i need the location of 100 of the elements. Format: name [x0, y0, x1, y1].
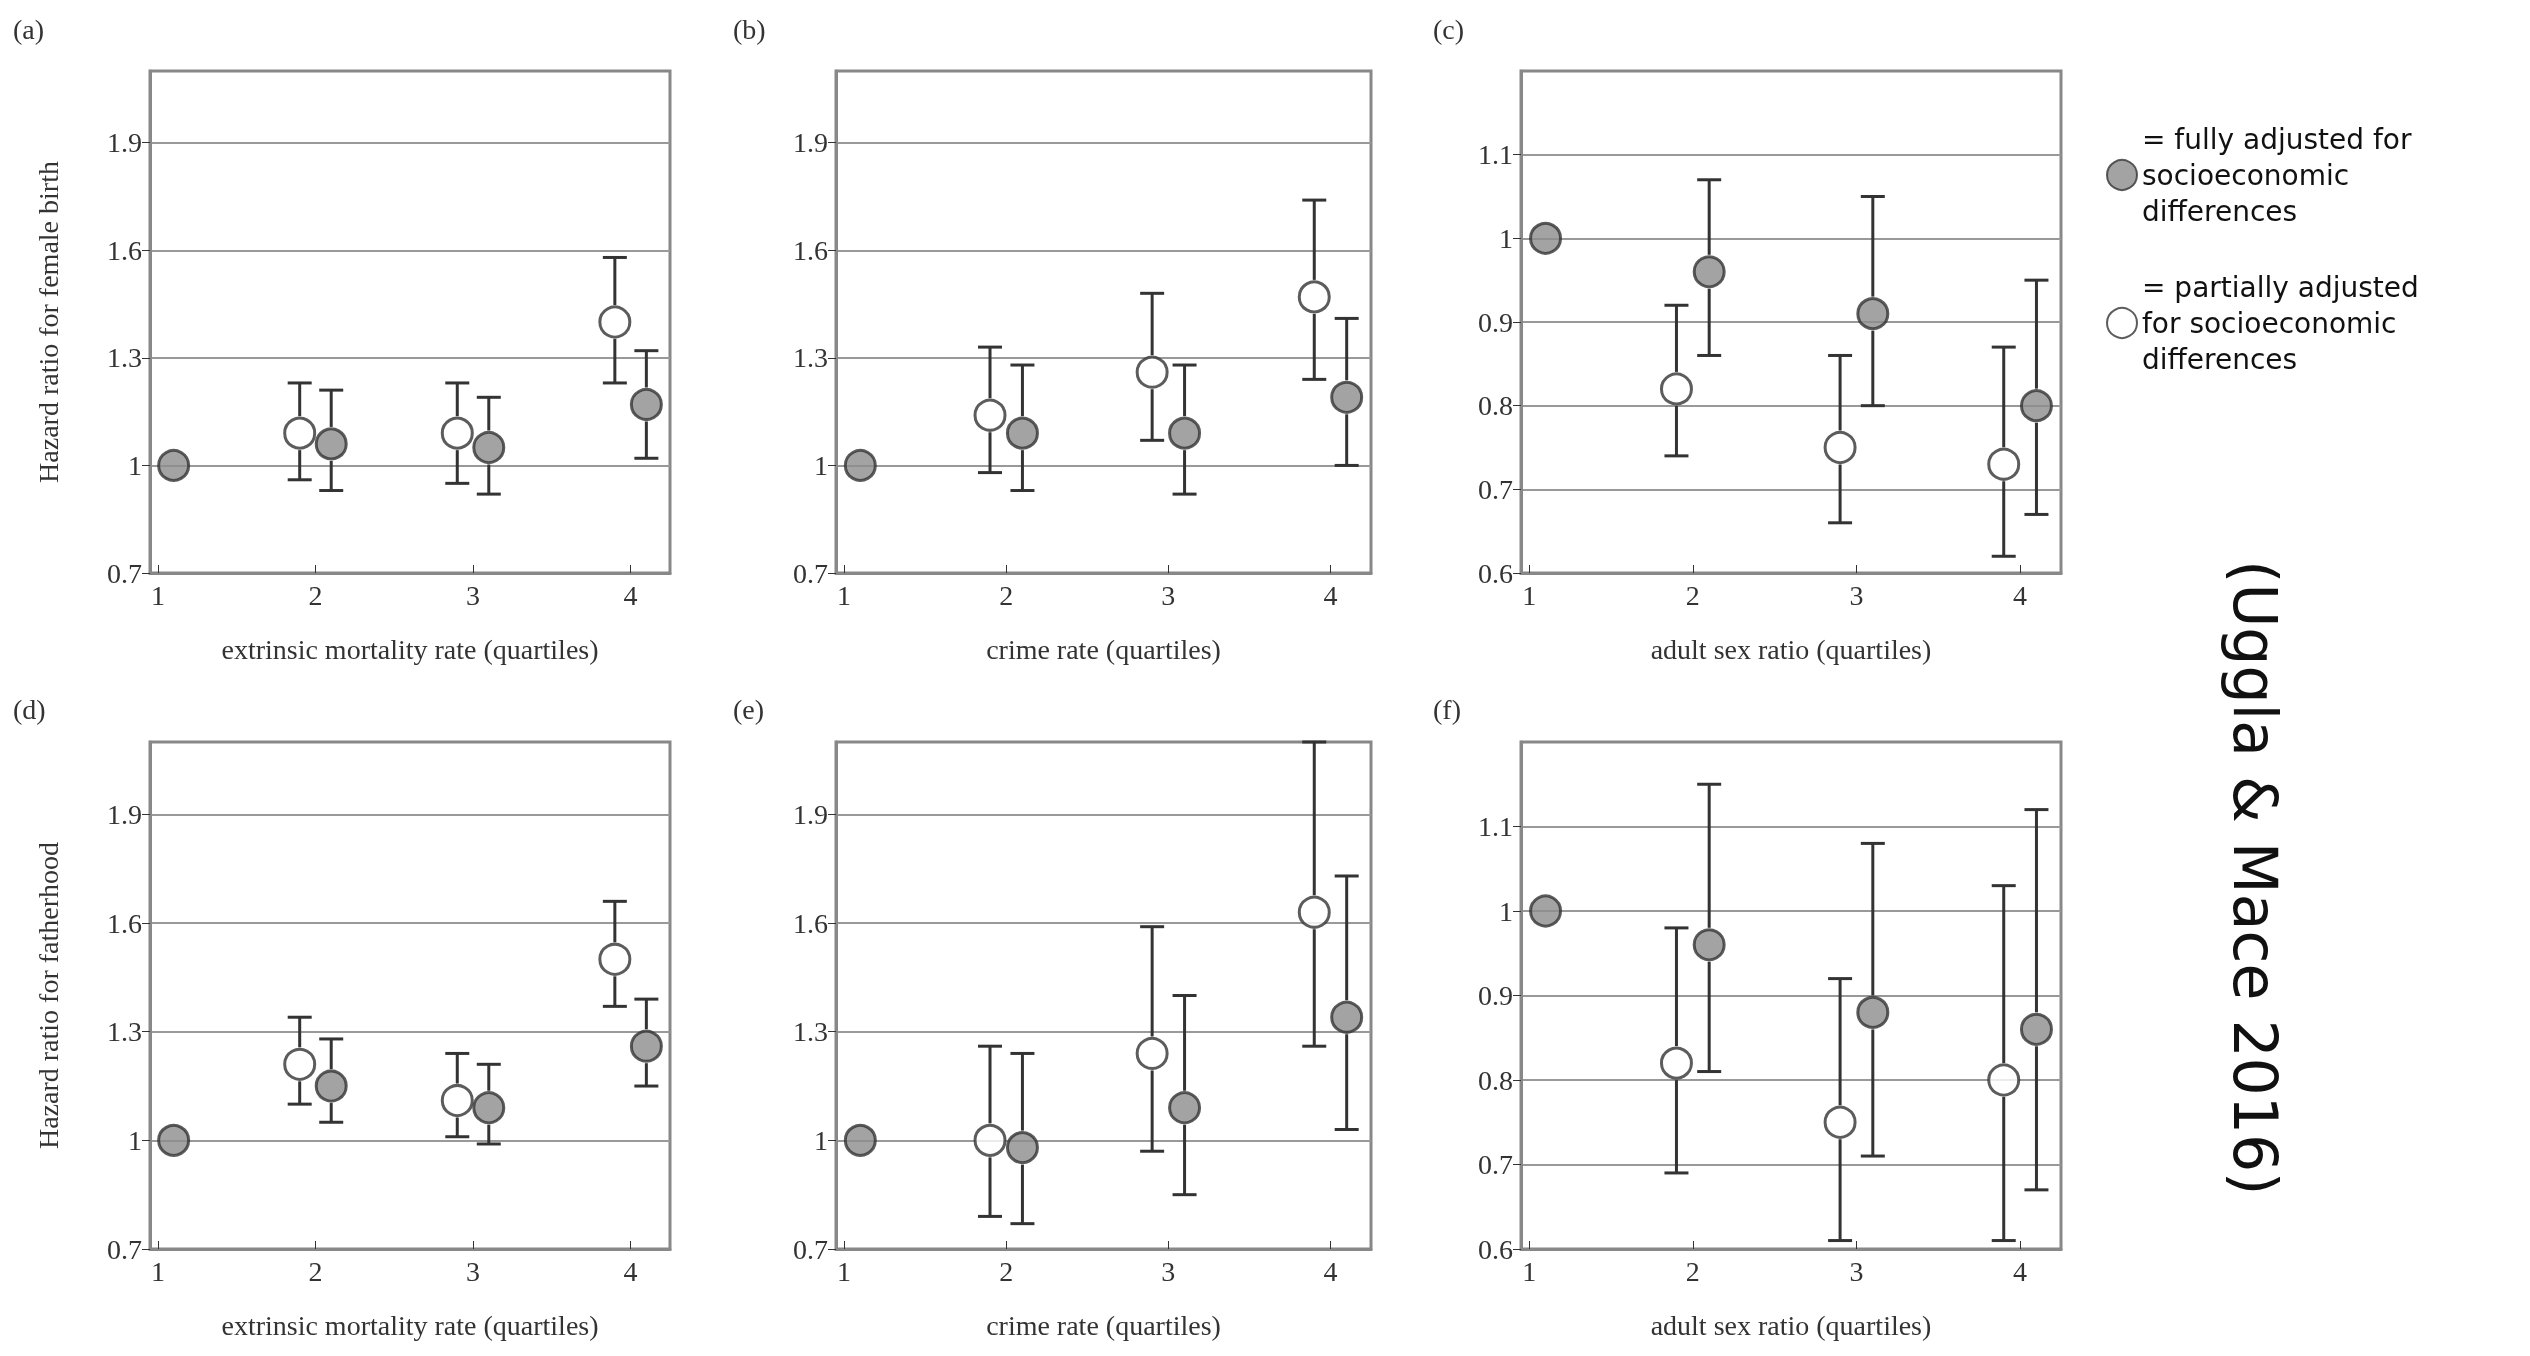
x-tick-label: 4 — [2013, 1255, 2028, 1287]
point — [314, 427, 348, 461]
point — [1168, 1091, 1202, 1125]
point — [1135, 355, 1169, 389]
point — [843, 448, 877, 482]
point — [1823, 1105, 1857, 1139]
y-tick-label: 0.8 — [1478, 390, 1513, 422]
chart-title: (c) — [1433, 13, 1465, 45]
chart-title: (e) — [733, 693, 765, 725]
point — [2019, 389, 2053, 423]
y-tick-label: 1.1 — [1478, 139, 1513, 171]
y-tick-label: 1 — [128, 449, 142, 481]
chart-title: (d) — [13, 693, 46, 725]
x-tick-label: 3 — [1161, 579, 1176, 611]
y-tick-label: 1 — [814, 449, 828, 481]
y-axis-title: Hazard ratio for female birth — [32, 161, 64, 483]
y-tick-label: 0.8 — [1478, 1064, 1513, 1096]
y-tick-label: 0.7 — [793, 557, 828, 589]
y-tick-label: 1.1 — [1478, 811, 1513, 842]
point — [598, 942, 632, 976]
x-axis-title: adult sex ratio (quartiles) — [1650, 1309, 1932, 1341]
y-tick-label: 1.6 — [107, 907, 142, 939]
y-tick-label: 1.9 — [793, 127, 828, 159]
point — [629, 387, 663, 421]
x-tick-label: 3 — [466, 579, 481, 611]
x-tick-label: 1 — [150, 579, 165, 611]
x-tick-label: 2 — [308, 1255, 323, 1287]
x-axis-title: crime rate (quartiles) — [986, 633, 1221, 665]
x-tick-label: 3 — [466, 1255, 481, 1287]
y-tick-label: 1.3 — [793, 342, 828, 374]
x-axis-title: crime rate (quartiles) — [986, 1309, 1221, 1341]
x-axis-title: extrinsic mortality rate (quartiles) — [221, 1309, 599, 1341]
y-tick-label: 0.9 — [1478, 306, 1513, 338]
y-axis-title: Hazard ratio for fatherhood — [32, 841, 64, 1150]
x-tick-label: 1 — [837, 1255, 852, 1287]
legend-label: = partially adjusted for socioeconomic differences — [2142, 270, 2428, 376]
x-axis-title: adult sex ratio (quartiles) — [1650, 633, 1932, 665]
y-tick-label: 1.9 — [107, 127, 142, 159]
point — [843, 1123, 877, 1157]
point — [1659, 1046, 1693, 1080]
x-tick-label: 1 — [1522, 1255, 1537, 1287]
point — [1135, 1036, 1169, 1070]
y-tick-label: 1.6 — [793, 234, 828, 266]
x-tick-label: 3 — [1161, 1255, 1176, 1287]
point — [314, 1069, 348, 1103]
point — [472, 1091, 506, 1125]
point — [157, 448, 191, 482]
x-tick-label: 2 — [1685, 1255, 1700, 1287]
point — [1005, 416, 1039, 450]
point — [1856, 297, 1890, 331]
x-axis-title: extrinsic mortality rate (quartiles) — [221, 633, 599, 665]
point — [1692, 255, 1726, 289]
point — [157, 1123, 191, 1157]
point — [2019, 1012, 2053, 1046]
y-tick-label: 1 — [128, 1124, 142, 1156]
y-tick-label: 0.6 — [1478, 557, 1513, 589]
x-tick-label: 2 — [999, 1255, 1014, 1287]
point — [1856, 995, 1890, 1029]
chart-title: (b) — [733, 13, 766, 45]
point — [440, 1084, 474, 1118]
legend-label: = fully adjusted for socioeconomic differences — [2142, 122, 2421, 228]
x-tick-label: 4 — [1323, 1255, 1338, 1287]
point — [1297, 280, 1331, 314]
point — [440, 416, 474, 450]
y-tick-label: 1.3 — [107, 1016, 142, 1048]
y-tick-label: 0.7 — [107, 1233, 142, 1265]
y-tick-label: 0.6 — [1478, 1233, 1513, 1265]
x-tick-label: 4 — [2013, 579, 2028, 611]
chart-title: (a) — [13, 13, 45, 45]
y-tick-label: 0.7 — [1478, 1149, 1513, 1180]
point — [1823, 431, 1857, 464]
y-tick-label: 1.6 — [107, 234, 142, 266]
x-tick-label: 2 — [999, 579, 1014, 611]
x-tick-label: 1 — [1522, 579, 1537, 611]
y-tick-label: 0.7 — [107, 557, 142, 589]
y-tick-label: 1.9 — [107, 798, 142, 830]
y-tick-label: 0.7 — [1478, 473, 1513, 505]
point — [283, 1047, 317, 1081]
text: (Uggla & Mace 2016) — [2220, 560, 2290, 1196]
point — [283, 416, 317, 450]
y-tick-label: 1.9 — [793, 798, 828, 830]
point — [598, 305, 632, 339]
point — [1297, 895, 1331, 929]
x-tick-label: 3 — [1849, 1255, 1864, 1287]
y-tick-label: 1 — [814, 1124, 828, 1156]
x-tick-label: 1 — [150, 1255, 165, 1287]
chart-title: (f) — [1433, 693, 1461, 725]
x-tick-label: 1 — [837, 579, 852, 611]
y-tick-label: 1 — [1499, 895, 1513, 927]
point — [973, 398, 1007, 432]
x-tick-label: 3 — [1849, 579, 1864, 611]
point — [629, 1029, 663, 1063]
y-tick-label: 1.3 — [107, 342, 142, 374]
point — [1330, 1000, 1364, 1034]
point — [1529, 221, 1563, 255]
point — [1529, 894, 1563, 928]
x-tick-label: 2 — [308, 579, 323, 611]
point — [973, 1123, 1007, 1157]
x-tick-label: 4 — [623, 1255, 638, 1287]
point — [1330, 380, 1364, 414]
